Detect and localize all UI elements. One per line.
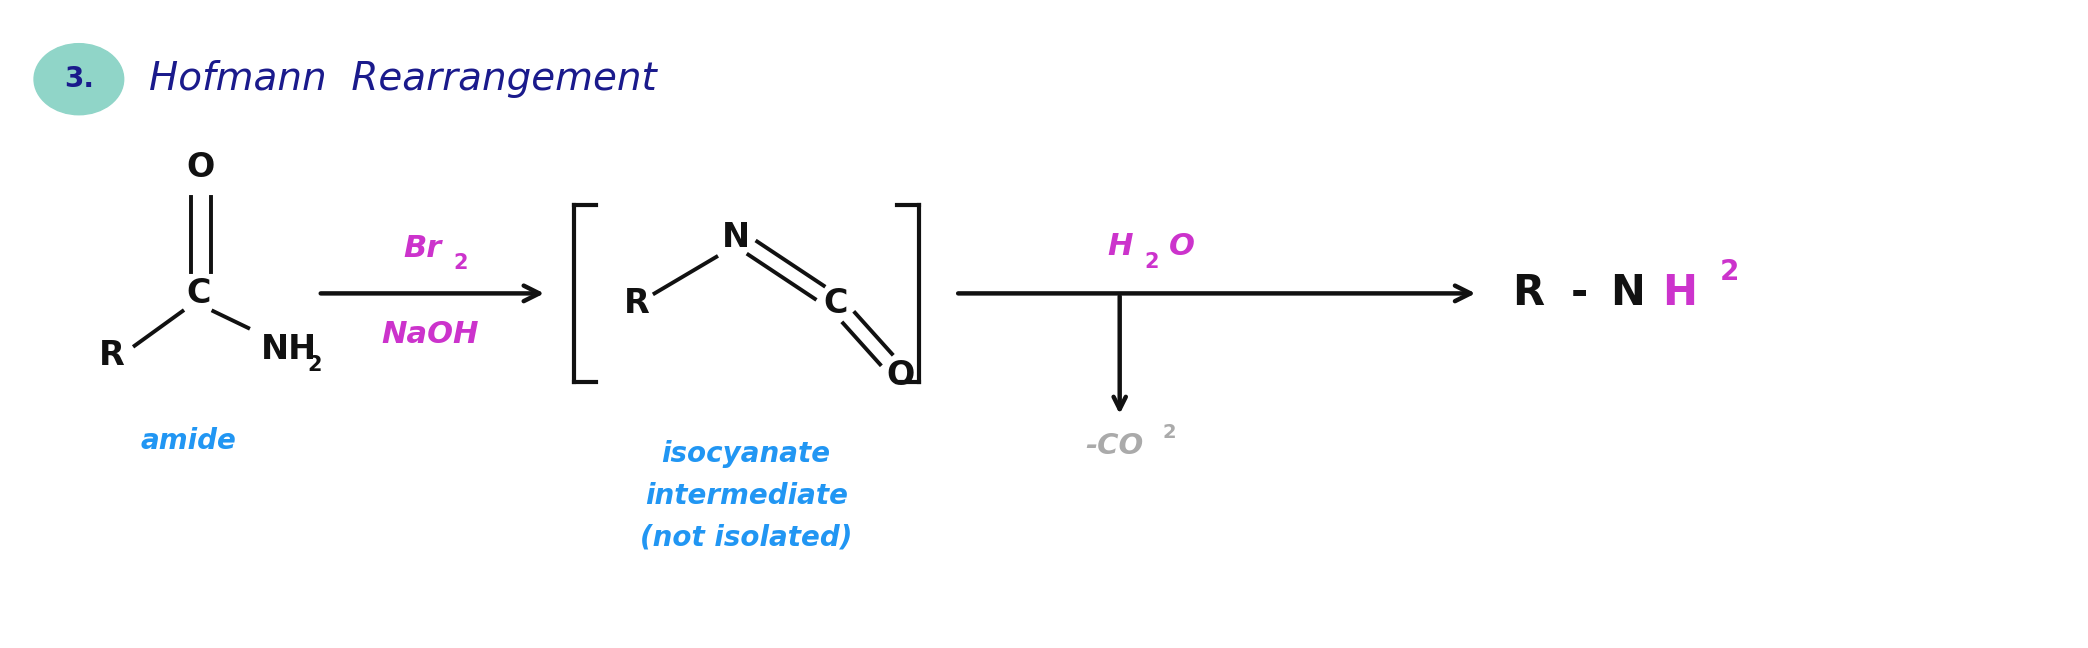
- Text: 2: 2: [307, 356, 322, 375]
- Text: NH: NH: [261, 333, 317, 366]
- Text: -CO: -CO: [1086, 432, 1144, 461]
- Text: O: O: [1169, 231, 1194, 260]
- Text: H: H: [1662, 272, 1698, 314]
- Text: intermediate: intermediate: [645, 481, 848, 510]
- Text: 3.: 3.: [65, 65, 94, 93]
- Text: 2: 2: [453, 253, 468, 273]
- Text: C: C: [823, 287, 848, 319]
- Ellipse shape: [33, 43, 123, 115]
- Text: amide: amide: [140, 428, 236, 456]
- Text: R: R: [1512, 272, 1545, 314]
- Text: 2: 2: [1144, 252, 1159, 272]
- Text: Hofmann  Rearrangement: Hofmann Rearrangement: [148, 60, 656, 98]
- Text: NaOH: NaOH: [382, 320, 480, 349]
- Text: O: O: [887, 359, 915, 392]
- Text: 2: 2: [1721, 258, 1739, 286]
- Text: R: R: [98, 339, 125, 372]
- Text: Br: Br: [403, 235, 443, 264]
- Text: N: N: [722, 220, 750, 253]
- Text: R: R: [624, 287, 649, 319]
- Text: O: O: [186, 150, 215, 183]
- Text: C: C: [186, 277, 211, 310]
- Text: (not isolated): (not isolated): [641, 523, 852, 551]
- Text: -: -: [1572, 272, 1589, 314]
- Text: N: N: [1610, 272, 1645, 314]
- Text: H: H: [1107, 231, 1132, 260]
- Text: isocyanate: isocyanate: [662, 440, 831, 469]
- Text: 2: 2: [1163, 423, 1176, 442]
